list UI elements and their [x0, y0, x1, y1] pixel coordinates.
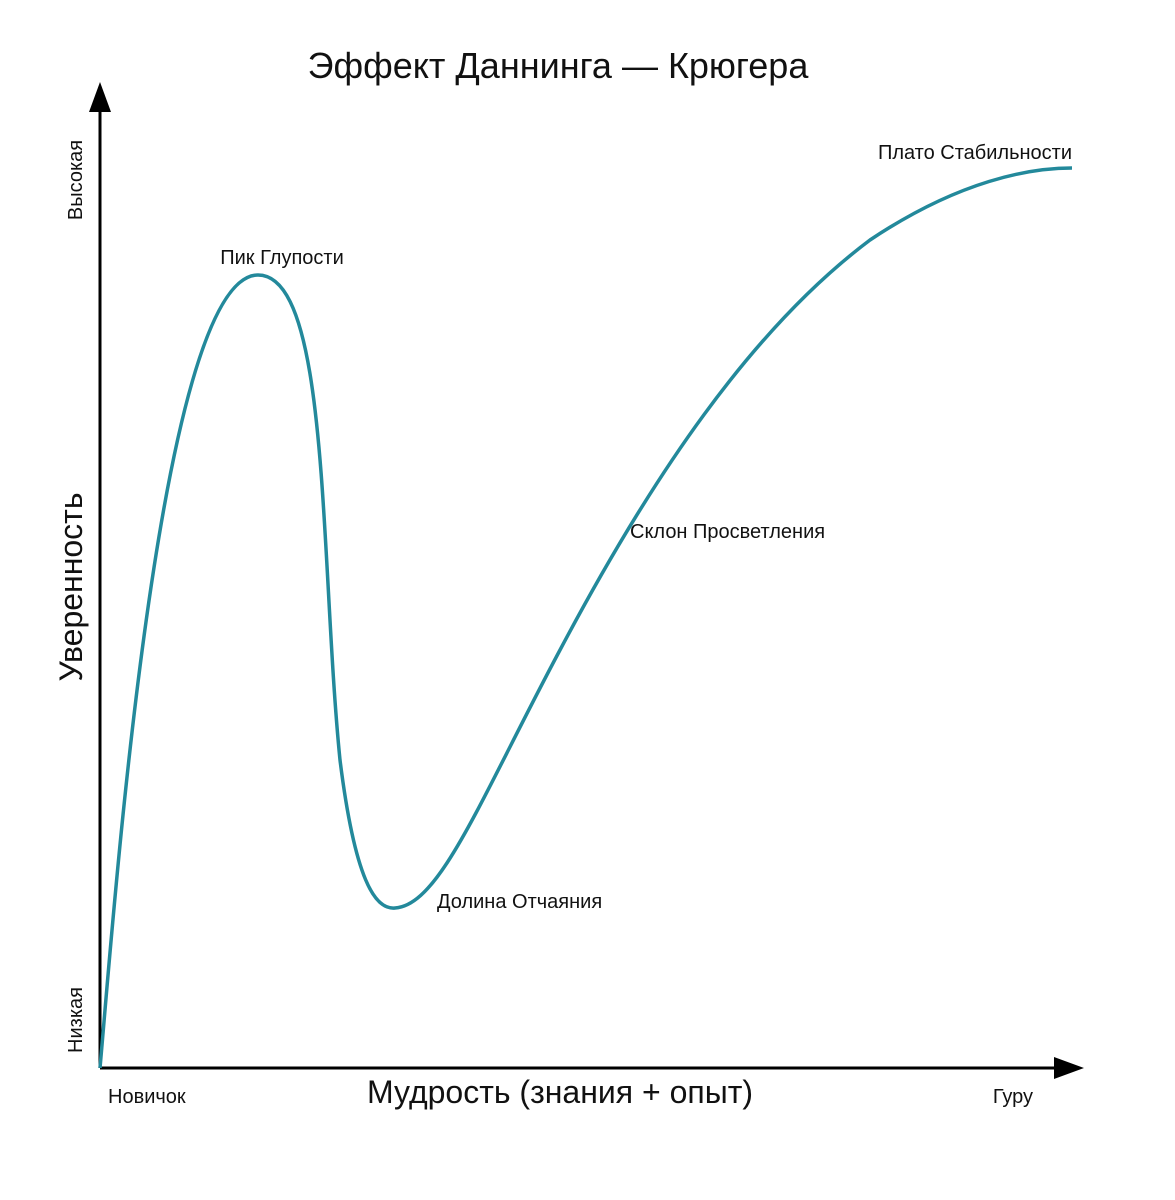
x-arrow: [1054, 1057, 1084, 1079]
x-end-label: Гуру: [993, 1086, 1033, 1108]
y-low-label: Низкая: [65, 987, 87, 1053]
annotation: Плато Стабильности: [878, 142, 1072, 164]
x-start-label: Новичок: [108, 1086, 186, 1108]
y-high-label: Высокая: [65, 140, 87, 220]
title: Эффект Даннинга — Крюгера: [308, 45, 810, 86]
curve: [98, 166, 1073, 1069]
x-axis-title: Мудрость (знания + опыт): [367, 1074, 753, 1110]
annotation: Склон Просветления: [630, 521, 825, 543]
annotation: Долина Отчаяния: [437, 891, 602, 913]
annotation: Пик Глупости: [220, 247, 344, 269]
y-arrow: [89, 82, 111, 112]
y-axis-title: Уверенность: [53, 492, 89, 681]
